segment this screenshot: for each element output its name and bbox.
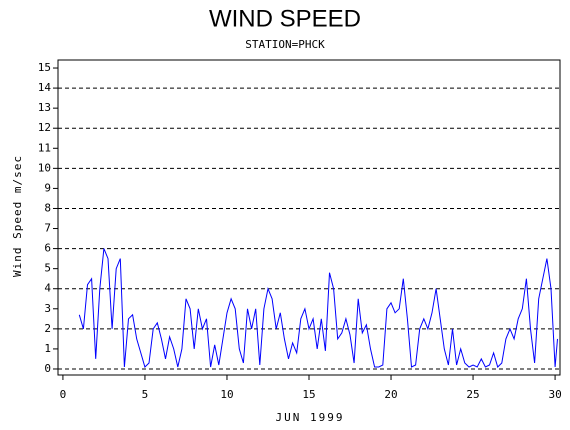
y-axis-label: Wind Speed m/sec xyxy=(11,155,24,277)
y-tick-label: 2 xyxy=(44,322,51,335)
data-line xyxy=(78,248,558,368)
y-tick-label: 14 xyxy=(38,81,52,94)
chart-title: WIND SPEED xyxy=(209,5,361,32)
y-tick-label: 10 xyxy=(38,161,51,174)
y-tick-label: 7 xyxy=(44,222,51,235)
y-tick-label: 6 xyxy=(44,242,51,255)
y-tick-label: 15 xyxy=(38,61,51,74)
x-tick-label: 20 xyxy=(384,388,397,401)
x-axis-label: JUN 1999 xyxy=(276,411,345,424)
y-tick-label: 5 xyxy=(44,262,51,275)
chart-subtitle: STATION=PHCK xyxy=(245,38,325,51)
y-tick-label: 1 xyxy=(44,342,51,355)
y-tick-label: 0 xyxy=(44,362,51,375)
x-tick-label: 5 xyxy=(142,388,149,401)
x-tick-label: 30 xyxy=(548,388,561,401)
y-tick-label: 4 xyxy=(44,282,51,295)
x-tick-label: 10 xyxy=(220,388,233,401)
y-tick-label: 11 xyxy=(38,141,51,154)
y-tick-label: 12 xyxy=(38,121,51,134)
y-tick-label: 8 xyxy=(44,201,51,214)
x-tick-label: 25 xyxy=(466,388,479,401)
y-tick-label: 9 xyxy=(44,181,51,194)
x-tick-label: 15 xyxy=(302,388,315,401)
y-tick-label: 3 xyxy=(44,302,51,315)
x-tick-label: 0 xyxy=(60,388,67,401)
y-tick-label: 13 xyxy=(38,101,51,114)
